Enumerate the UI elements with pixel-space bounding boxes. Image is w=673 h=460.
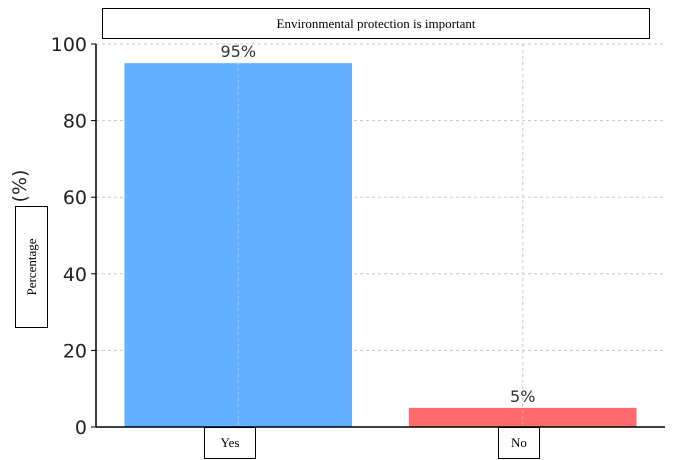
data-labels: 95% 5% [220, 42, 535, 406]
y-tick-label: 80 [63, 111, 87, 133]
x-tick-label-no: No [498, 427, 540, 459]
x-tick-label-yes: Yes [204, 427, 256, 459]
data-label-yes: 95% [220, 42, 256, 61]
y-axis-unit: (%) [9, 169, 31, 203]
y-axis-label-box: Percentage [15, 206, 48, 328]
data-label-no: 5% [510, 387, 535, 406]
y-tick-label: 100 [51, 34, 87, 56]
chart-title: Environmental protection is important [102, 8, 650, 39]
y-tick-label: 0 [75, 417, 87, 439]
y-ticks: 0 20 40 60 80 100 [51, 34, 96, 439]
y-tick-label: 40 [63, 264, 87, 286]
y-axis-label: Percentage [23, 238, 39, 296]
y-tick-label: 60 [63, 187, 87, 209]
bars [124, 44, 637, 428]
y-tick-label: 20 [63, 340, 87, 362]
